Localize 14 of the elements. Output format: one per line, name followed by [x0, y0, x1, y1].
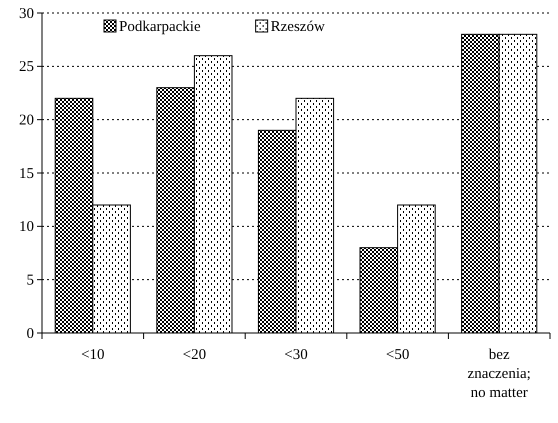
- x-tick-label: <50: [386, 347, 410, 363]
- y-tick-label: 0: [26, 326, 34, 342]
- x-tick-label: bez znaczenia; no matter: [468, 347, 531, 401]
- x-tick-label: <10: [81, 347, 105, 363]
- y-tick-label: 15: [19, 166, 34, 182]
- legend-label: Rzeszów: [270, 19, 325, 35]
- y-tick-label: 10: [19, 219, 34, 236]
- y-tick-label: 25: [19, 59, 34, 76]
- y-tick-label: 20: [19, 112, 34, 128]
- y-tick-label: 30: [19, 6, 34, 22]
- x-tick-label: <30: [284, 347, 308, 363]
- y-tick-label: 5: [26, 272, 34, 288]
- x-tick-label: <20: [182, 347, 206, 363]
- legend-label: Podkarpackie: [119, 19, 201, 35]
